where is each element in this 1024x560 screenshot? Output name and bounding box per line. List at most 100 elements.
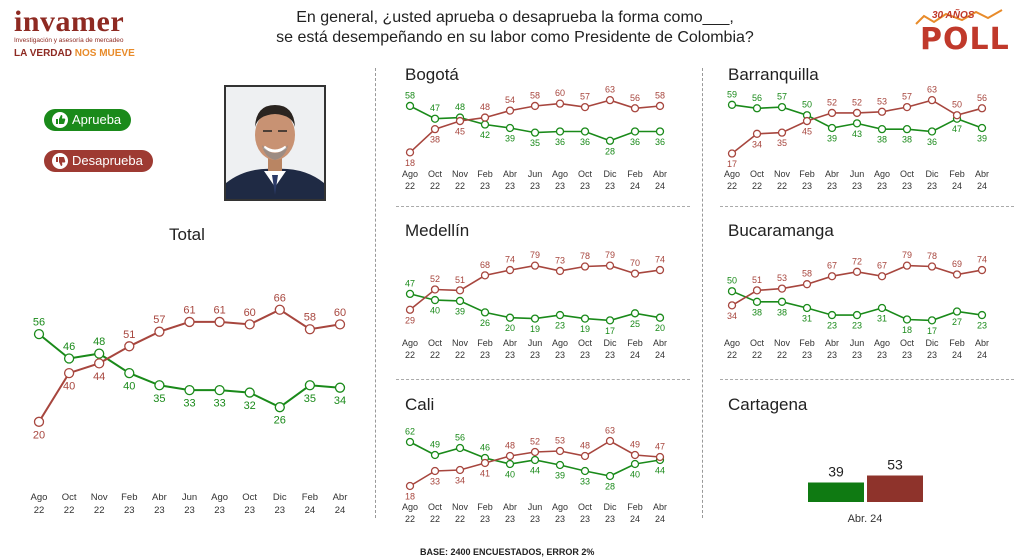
data-point — [124, 367, 135, 379]
data-label: 57 — [777, 92, 787, 102]
chart-cartagena: 39 53 Abr. 24 — [808, 457, 923, 525]
data-point — [430, 114, 440, 123]
data-point — [455, 116, 465, 126]
data-label: 51 — [123, 329, 135, 341]
data-label: 36 — [555, 137, 565, 147]
legend-approve-label: Aprueba — [72, 112, 122, 127]
data-label: 56 — [977, 93, 987, 103]
title-medellin: Medellín — [405, 221, 470, 240]
x-tick-year: 23 — [530, 181, 540, 191]
x-tick-month: Oct — [242, 492, 257, 503]
data-label: 18 — [405, 492, 415, 502]
x-tick-month: Dic — [604, 169, 617, 179]
data-point — [274, 304, 285, 315]
data-point — [977, 104, 987, 113]
x-tick-year: 24 — [655, 181, 665, 191]
data-point — [244, 319, 255, 330]
data-label: 74 — [977, 255, 987, 265]
data-point — [214, 316, 225, 328]
x-tick-month: Abr — [653, 169, 667, 179]
data-point — [480, 113, 490, 122]
data-label: 36 — [580, 137, 590, 147]
data-point — [505, 459, 515, 469]
x-tick-year: 22 — [455, 514, 465, 524]
data-point — [505, 123, 515, 133]
x-tick-year: 23 — [827, 350, 837, 360]
data-label: 60 — [555, 88, 565, 98]
data-point — [555, 99, 565, 108]
data-label: 38 — [752, 307, 762, 317]
data-label: 63 — [927, 85, 937, 95]
x-tick-month: Ago — [402, 169, 418, 179]
series-line-desaprueba — [409, 264, 661, 311]
data-point — [827, 108, 837, 118]
x-tick-month: Nov — [91, 492, 108, 503]
data-point — [505, 106, 515, 115]
data-point — [852, 267, 862, 276]
data-point — [605, 96, 615, 105]
x-tick-year: 23 — [154, 505, 165, 516]
data-label: 57 — [153, 314, 165, 326]
data-label: 39 — [827, 134, 837, 144]
separator-barranquilla-bucaramanga — [720, 206, 1014, 207]
data-label: 50 — [952, 100, 962, 110]
data-label: 39 — [977, 134, 987, 144]
x-tick-month: Feb — [477, 502, 493, 512]
x-tick-year: 23 — [505, 350, 515, 360]
data-label: 74 — [655, 255, 665, 265]
x-tick-year: 23 — [124, 505, 135, 516]
x-tick-month: Oct — [900, 169, 915, 179]
x-tick-year: 22 — [430, 514, 440, 524]
data-point — [530, 128, 540, 137]
x-tick-year: 23 — [580, 350, 590, 360]
data-label: 44 — [93, 371, 105, 383]
x-tick-month: Feb — [302, 492, 318, 503]
data-label: 48 — [580, 441, 590, 451]
data-label: 53 — [555, 436, 565, 446]
x-tick-year: 22 — [777, 181, 787, 191]
x-tick-month: Feb — [949, 338, 965, 348]
x-tick-year: 23 — [530, 350, 540, 360]
data-label: 49 — [430, 440, 440, 450]
data-label: 62 — [405, 427, 415, 437]
data-label: 35 — [304, 393, 316, 405]
data-point — [405, 437, 415, 447]
data-point — [977, 123, 987, 133]
data-point — [580, 102, 590, 112]
data-point — [802, 280, 812, 289]
data-label: 44 — [530, 466, 540, 476]
tagline-part-a: LA VERDAD — [14, 48, 75, 59]
data-label: 38 — [902, 135, 912, 145]
x-tick-year: 23 — [184, 505, 195, 516]
data-label: 78 — [580, 251, 590, 261]
chart-bucaramanga: 50 38 38 31 23 23 31 18 17 27 23 34 51 53 58 67 72 67 79 78… — [724, 250, 989, 360]
data-label: 34 — [727, 311, 737, 321]
x-tick-month: Feb — [799, 338, 815, 348]
chart-medellin: 47 40 39 26 20 19 23 19 17 25 20 29 52 51 68 74 79 73 78 79… — [402, 250, 667, 360]
data-point — [405, 481, 415, 491]
data-label: 38 — [430, 135, 440, 145]
data-point — [802, 303, 812, 313]
x-tick-month: Oct — [428, 169, 443, 179]
data-point — [154, 380, 165, 391]
x-tick-year: 23 — [505, 181, 515, 191]
data-label: 35 — [777, 138, 787, 148]
data-label: 26 — [274, 415, 286, 427]
x-tick-month: Oct — [578, 169, 593, 179]
x-tick-month: Oct — [900, 338, 915, 348]
data-point — [63, 353, 75, 364]
data-label: 40 — [430, 306, 440, 316]
president-portrait — [224, 85, 326, 201]
data-point — [304, 324, 316, 335]
x-tick-month: Abr — [975, 338, 989, 348]
x-tick-month: Feb — [477, 169, 493, 179]
data-point — [902, 261, 912, 270]
data-point — [530, 314, 540, 323]
separator-right — [702, 68, 703, 518]
data-label: 53 — [777, 273, 787, 283]
data-label: 74 — [505, 255, 515, 265]
data-point — [605, 316, 615, 325]
x-tick-month: Ago — [724, 338, 740, 348]
data-point — [752, 297, 762, 306]
data-label: 73 — [555, 255, 565, 265]
